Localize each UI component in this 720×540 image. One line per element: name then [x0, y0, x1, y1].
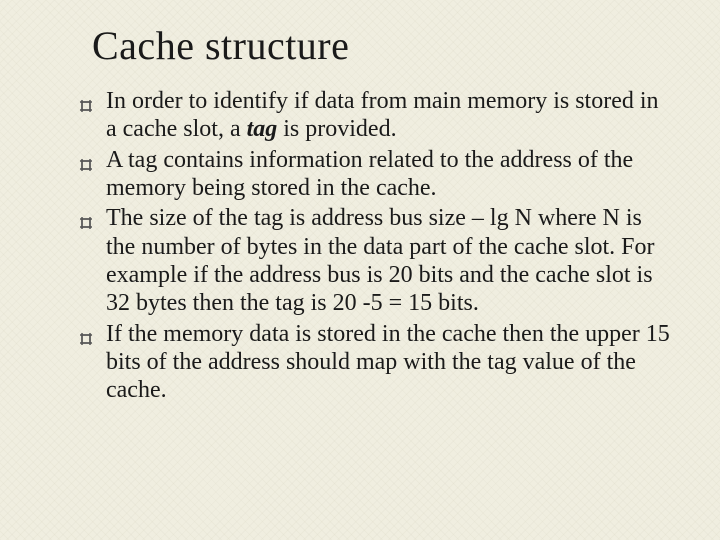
list-item: A tag contains information related to th… [78, 146, 672, 203]
slide: Cache structure In order to identify if … [0, 0, 720, 540]
bullet-text: In order to identify if data from main m… [106, 88, 659, 142]
bullet-text: The size of the tag is address bus size … [106, 205, 655, 316]
list-item: The size of the tag is address bus size … [78, 204, 672, 317]
slide-title: Cache structure [92, 22, 672, 69]
bullet-icon [78, 152, 94, 168]
bullet-text: If the memory data is stored in the cach… [106, 321, 670, 404]
bullet-icon [78, 93, 94, 109]
list-item: In order to identify if data from main m… [78, 87, 672, 144]
bullet-text: A tag contains information related to th… [106, 147, 633, 201]
bullet-list: In order to identify if data from main m… [78, 87, 672, 404]
list-item: If the memory data is stored in the cach… [78, 320, 672, 405]
bullet-icon [78, 326, 94, 342]
bullet-icon [78, 210, 94, 226]
